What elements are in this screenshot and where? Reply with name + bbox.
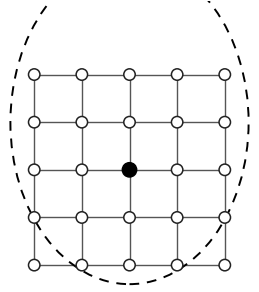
Circle shape [171, 259, 183, 271]
Circle shape [124, 212, 135, 223]
Circle shape [124, 117, 135, 128]
Circle shape [171, 212, 183, 223]
Circle shape [219, 212, 231, 223]
Circle shape [28, 117, 40, 128]
Circle shape [122, 163, 137, 177]
Circle shape [171, 69, 183, 80]
Circle shape [219, 259, 231, 271]
Circle shape [171, 164, 183, 175]
Circle shape [76, 164, 88, 175]
Circle shape [28, 259, 40, 271]
Circle shape [28, 164, 40, 175]
Circle shape [124, 69, 135, 80]
Circle shape [219, 164, 231, 175]
Circle shape [76, 259, 88, 271]
Circle shape [28, 69, 40, 80]
Circle shape [219, 69, 231, 80]
Circle shape [124, 259, 135, 271]
Circle shape [28, 212, 40, 223]
Circle shape [76, 212, 88, 223]
Circle shape [219, 117, 231, 128]
Circle shape [76, 117, 88, 128]
Circle shape [171, 117, 183, 128]
Circle shape [76, 69, 88, 80]
